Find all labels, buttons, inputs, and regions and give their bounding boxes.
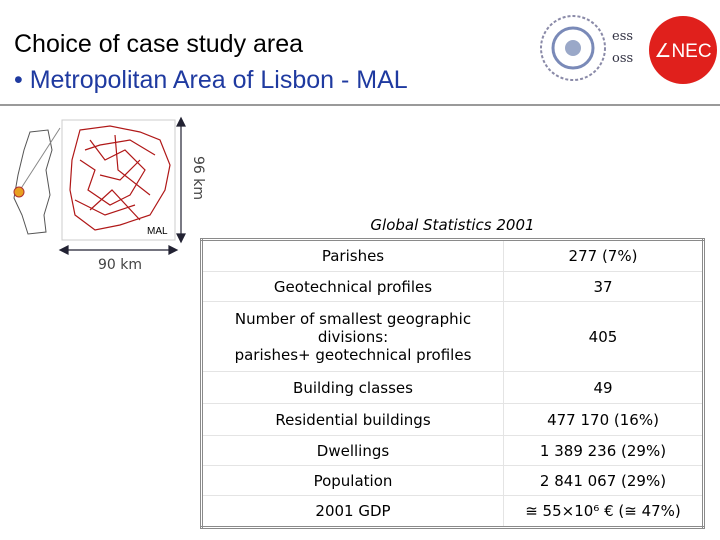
divider	[0, 104, 720, 106]
row-label: Geotechnical profiles	[201, 271, 504, 302]
table-row: Geotechnical profiles 37	[201, 271, 704, 302]
table-row: Population 2 841 067 (29%)	[201, 465, 704, 496]
table-caption: Global Statistics 2001	[370, 216, 535, 234]
height-label: 96 km	[190, 156, 206, 200]
label-line: Building classes	[293, 378, 413, 397]
label-line: Parishes	[321, 247, 385, 265]
row-value: 405	[503, 301, 704, 372]
table-row: Number of smallest geographic divisions: p…	[201, 301, 704, 372]
label-line: Residential buildings	[275, 410, 431, 429]
row-value: 37	[503, 271, 704, 302]
map-label: MAL	[147, 226, 168, 237]
label-line: parishes+ geotechnical profiles	[234, 345, 472, 364]
row-value: 277 (7%)	[503, 239, 704, 272]
statistics-table: Parishes 277 (7%) Geotechnical profiles 37 N…	[200, 238, 705, 529]
row-value: 2 841 067 (29%)	[503, 465, 704, 496]
row-label: Parishes	[201, 239, 504, 272]
row-label: Building classes	[201, 371, 504, 404]
label-line: Number of smallest geographic	[234, 309, 472, 328]
row-value: 49	[503, 371, 704, 404]
label-line: Dwellings	[316, 441, 390, 460]
row-label: Population	[201, 465, 504, 496]
label-line: Population	[313, 471, 393, 490]
table-row: Parishes 277 (7%)	[201, 239, 704, 272]
row-label: Residential buildings	[201, 403, 504, 436]
row-label: 2001 GDP	[201, 495, 504, 528]
row-value: 1 389 236 (29%)	[503, 435, 704, 466]
table-row: Residential buildings 477 170 (16%)	[201, 403, 704, 436]
row-value: ≅ 55×10⁶ € (≅ 47%)	[503, 495, 704, 528]
mal-map: MAL	[61, 119, 176, 241]
table-row: Building classes 49	[201, 371, 704, 404]
row-label: Number of smallest geographic divisions: p…	[201, 301, 504, 372]
table-row: 2001 GDP ≅ 55×10⁶ € (≅ 47%)	[201, 495, 704, 528]
lnec-logo: ∠NEC	[649, 16, 717, 84]
label-line: Geotechnical profiles	[273, 277, 433, 296]
dimension-arrows	[58, 116, 186, 255]
portugal-outline	[13, 127, 61, 235]
emblem-text: oss	[612, 51, 633, 66]
table-row: Dwellings 1 389 236 (29%)	[201, 435, 704, 466]
graphics: ess oss ∠NEC MAL 96	[13, 15, 717, 270]
label-line: 2001 GDP	[315, 502, 391, 520]
slide-subtitle: • Metropolitan Area of Lisbon - MAL	[14, 66, 408, 94]
slide-title: Choice of case study area	[14, 30, 304, 58]
lnec-text: ∠NEC	[654, 41, 711, 62]
width-label: 90 km	[98, 257, 142, 270]
emblem: ess oss	[540, 15, 633, 81]
emblem-text: ess	[612, 29, 633, 44]
row-value: 477 170 (16%)	[503, 403, 704, 436]
label-line: divisions:	[317, 327, 389, 346]
row-label: Dwellings	[201, 435, 504, 466]
